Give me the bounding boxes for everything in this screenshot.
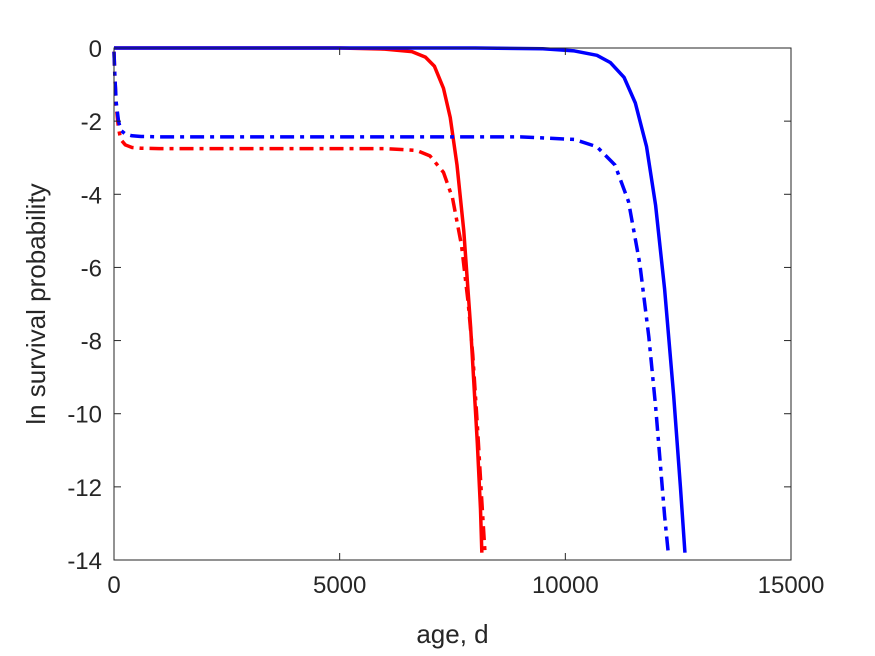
y-tick-label: -2 <box>81 109 102 136</box>
x-tick-label: 0 <box>107 572 120 599</box>
y-tick-label: -8 <box>81 329 102 356</box>
plot-frame <box>113 47 792 561</box>
x-axis-label: age, d <box>416 619 488 649</box>
y-tick-label: -12 <box>67 475 102 502</box>
y-tick-label: -10 <box>67 402 102 429</box>
series-layer <box>112 46 687 553</box>
y-tick-label: -14 <box>67 548 102 575</box>
series-line-4 <box>112 51 670 553</box>
series-line-3 <box>114 46 687 553</box>
series-line-2 <box>112 51 487 553</box>
y-tick-label: 0 <box>89 36 102 63</box>
y-axis-label: ln survival probability <box>21 183 51 424</box>
y-tick-label: -6 <box>81 255 102 282</box>
y-tick-label: -4 <box>81 182 102 209</box>
x-tick-label: 10000 <box>532 572 599 599</box>
x-tick-label: 5000 <box>313 572 366 599</box>
x-tick-label: 15000 <box>758 572 825 599</box>
tick-layer: 0 5000 10000 15000 0 -2 -4 -6 -8 -10 -12 -14 <box>67 36 824 599</box>
